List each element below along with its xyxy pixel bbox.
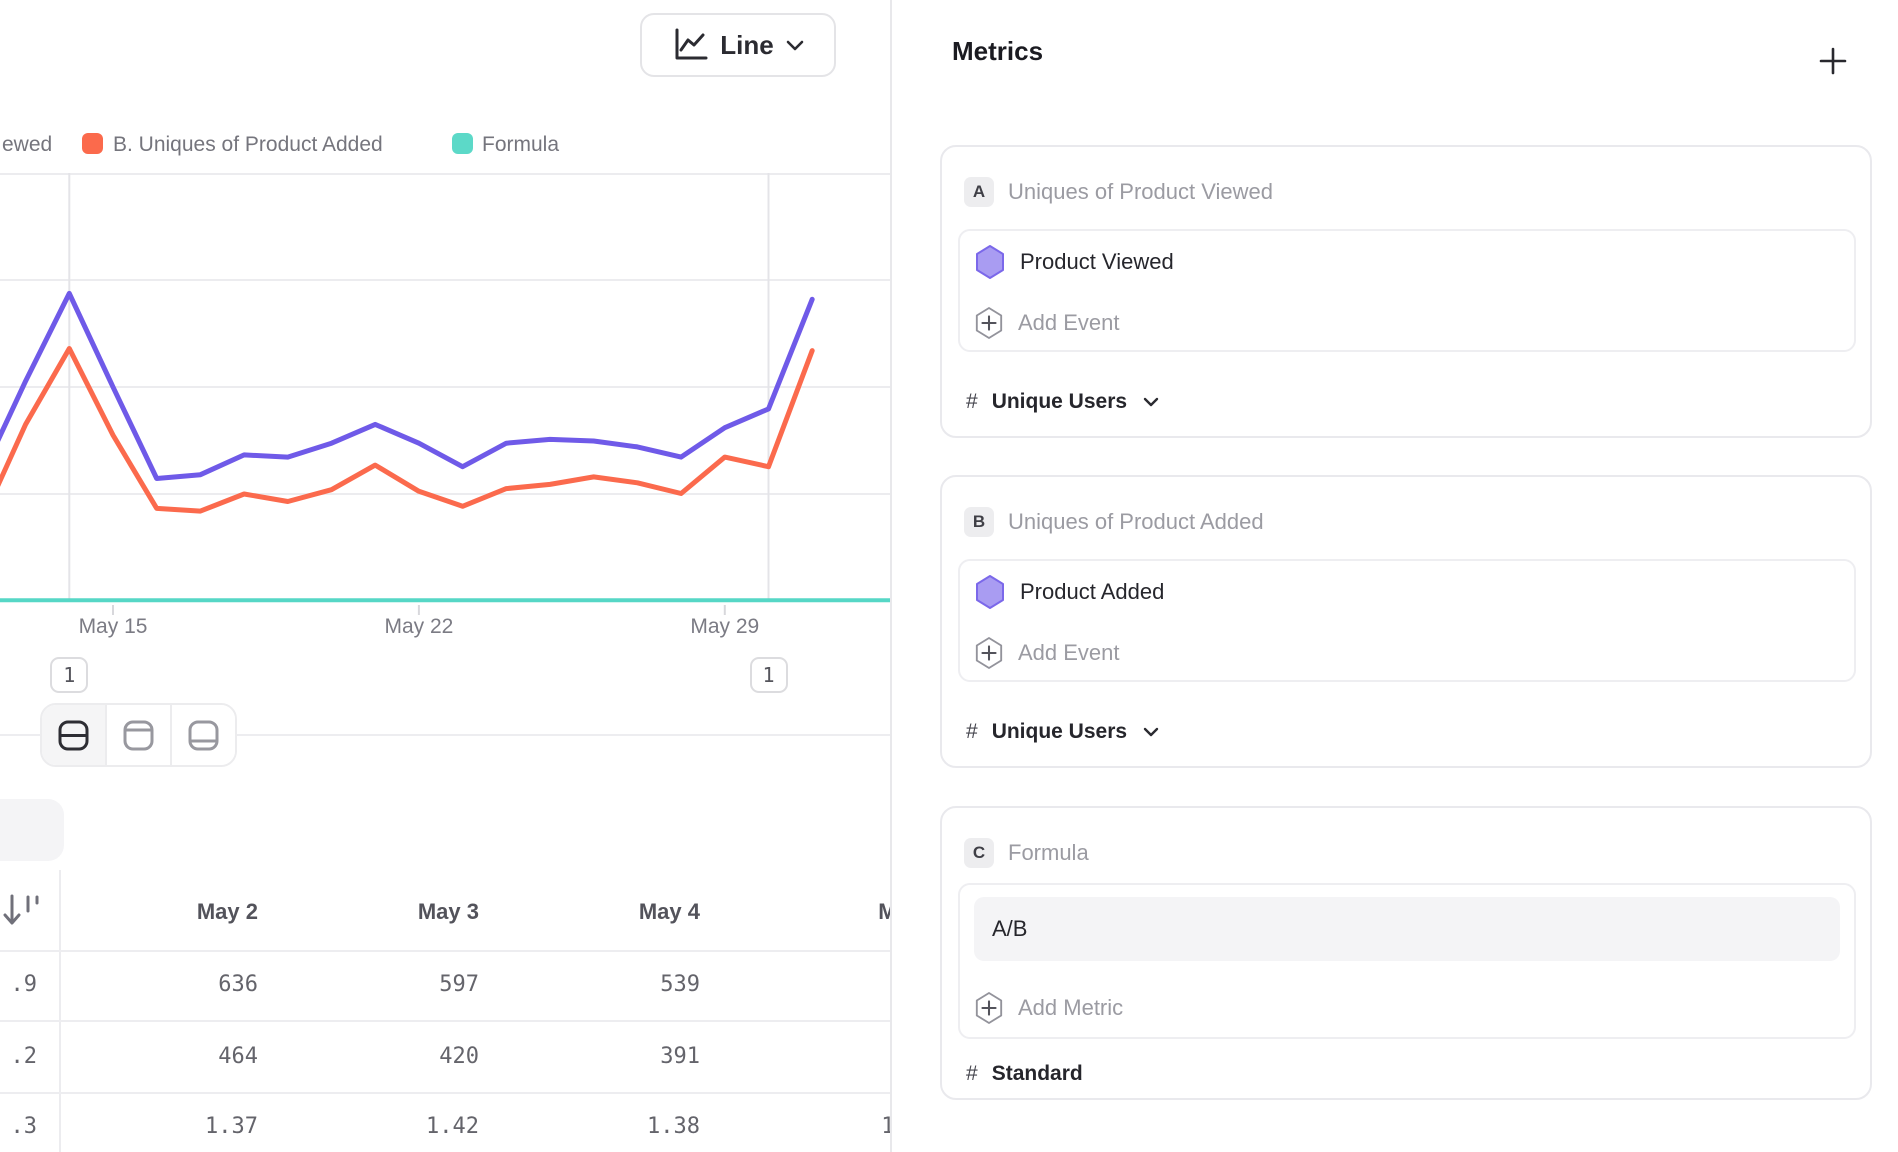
metric-badge-b: B <box>964 507 994 537</box>
table-header-may2: May 2 <box>196 899 258 924</box>
table-row-b-label: .2 <box>10 1044 38 1069</box>
table-header-may4: May 4 <box>638 899 700 924</box>
table-cell: 464 <box>218 1044 258 1069</box>
measure-label: Unique Users <box>991 720 1128 743</box>
hash-prefix: # <box>966 1062 978 1085</box>
plus-icon <box>1819 47 1847 75</box>
table-row-c-label: .3 <box>10 1114 38 1139</box>
table-header-may3: May 3 <box>417 899 479 924</box>
formula-value: A/B <box>992 916 1028 941</box>
metrics-panel-title: Metrics <box>952 36 1044 66</box>
metrics-panel: Metrics A Uniques of Product Viewed Prod… <box>890 0 1898 1152</box>
add-event-label: Add Event <box>1018 639 1120 665</box>
results-table: May 2 May 3 May 4 May .9 636 597 539 59 … <box>0 870 890 1152</box>
table-cell: 1.42 <box>426 1114 479 1139</box>
metric-card-formula: C Formula A/B Add Metric # Standard <box>940 806 1872 1100</box>
metric-badge-a: A <box>964 177 994 207</box>
table-cell: 1.37 <box>205 1114 258 1139</box>
metric-card-a: A Uniques of Product Viewed Product View… <box>940 145 1872 438</box>
table-row-separator <box>0 1020 890 1022</box>
add-metric-button[interactable]: Add Metric <box>974 977 1844 1038</box>
x-axis-tick-label: May 15 <box>78 615 148 638</box>
event-hexagon-icon <box>976 574 1004 609</box>
annotation-badge[interactable]: 1 <box>50 657 89 693</box>
table-cell: 1.2 <box>881 1114 890 1139</box>
table-row-separator <box>0 1092 890 1094</box>
metric-title-b: Uniques of Product Added <box>1008 509 1264 534</box>
metric-badge-c: C <box>964 838 994 868</box>
table-cell: 46 <box>701 1034 890 1080</box>
chevron-down-icon <box>786 40 804 50</box>
layout-toggle-bottom-bar[interactable] <box>170 705 235 765</box>
table-cell: 636 <box>218 972 258 997</box>
hexagon-plus-icon <box>975 636 1003 669</box>
add-event-button-b[interactable]: Add Event <box>974 622 1844 683</box>
hash-prefix: # <box>966 390 978 413</box>
annotation-badge[interactable]: 1 <box>749 657 788 693</box>
legend-swatch-formula <box>452 133 473 154</box>
panel-bottom-icon <box>188 720 219 750</box>
measure-selector-b[interactable]: # Unique Users <box>966 718 1159 746</box>
measure-label: Unique Users <box>991 390 1128 413</box>
chart-type-selector[interactable]: Line <box>640 13 836 77</box>
hexagon-plus-icon <box>975 306 1003 339</box>
add-metric-card-button[interactable] <box>1813 41 1853 81</box>
event-hexagon-icon <box>976 244 1004 279</box>
add-event-label: Add Event <box>1018 309 1120 335</box>
table-header-may5-partial: May <box>878 899 890 924</box>
chart-plot-area[interactable] <box>0 173 890 623</box>
chart-type-label: Line <box>720 29 774 60</box>
table-cell: 597 <box>439 972 479 997</box>
table-cell: 539 <box>660 972 700 997</box>
event-row-product-added[interactable]: Product Added <box>974 561 1844 622</box>
table-cell: 420 <box>439 1044 479 1069</box>
x-axis-tick-label: May 29 <box>690 615 760 638</box>
section-divider <box>0 734 890 736</box>
event-row-product-viewed[interactable]: Product Viewed <box>974 231 1844 292</box>
formula-input[interactable]: A/B <box>974 897 1840 961</box>
event-block-b: Product Added Add Event <box>958 559 1856 682</box>
add-metric-label: Add Metric <box>1018 994 1124 1020</box>
event-block-a: Product Viewed Add Event <box>958 229 1856 352</box>
chevron-down-icon <box>1143 397 1159 407</box>
split-horizontal-icon <box>58 720 89 750</box>
line-chart-icon <box>675 28 708 60</box>
legend-item-a-partial[interactable]: ewed <box>2 133 53 156</box>
chart-legend: ewed B. Uniques of Product Added Formula <box>0 133 890 159</box>
metric-title-a: Uniques of Product Viewed <box>1008 179 1273 204</box>
layout-toggle-split-horizontal[interactable] <box>42 705 105 765</box>
formula-block: A/B Add Metric <box>958 883 1856 1039</box>
event-name: Product Added <box>1020 578 1165 604</box>
table-row-separator <box>0 950 890 952</box>
table-tab-stub[interactable] <box>0 799 64 861</box>
layout-toggle-group <box>40 703 237 767</box>
measure-selector-a[interactable]: # Unique Users <box>966 388 1159 416</box>
hexagon-plus-icon <box>975 991 1003 1024</box>
legend-item-b[interactable]: B. Uniques of Product Added <box>113 133 383 156</box>
layout-toggle-top-bar[interactable] <box>105 705 170 765</box>
add-event-button-a[interactable]: Add Event <box>974 292 1844 353</box>
table-row-a-label: .9 <box>10 972 38 997</box>
metric-title-formula: Formula <box>1008 840 1089 865</box>
legend-swatch-b <box>82 133 103 154</box>
metric-card-b: B Uniques of Product Added Product Added… <box>940 475 1872 768</box>
measure-label: Standard <box>991 1062 1083 1085</box>
legend-item-formula[interactable]: Formula <box>482 133 560 156</box>
table-cell: 59 <box>701 962 890 1008</box>
table-cell: 1.38 <box>647 1114 700 1139</box>
chart-section: Line ewed B. Uniques of Product Added Fo… <box>0 0 890 1152</box>
sort-descending-icon[interactable] <box>0 893 40 929</box>
table-column-divider <box>59 870 61 1152</box>
x-axis-tick-label: May 22 <box>384 615 454 638</box>
panel-top-icon <box>123 720 154 750</box>
measure-selector-formula[interactable]: # Standard <box>966 1060 1083 1088</box>
chevron-down-icon <box>1143 727 1159 737</box>
event-name: Product Viewed <box>1020 248 1174 274</box>
table-cell: 391 <box>660 1044 700 1069</box>
hash-prefix: # <box>966 720 978 743</box>
